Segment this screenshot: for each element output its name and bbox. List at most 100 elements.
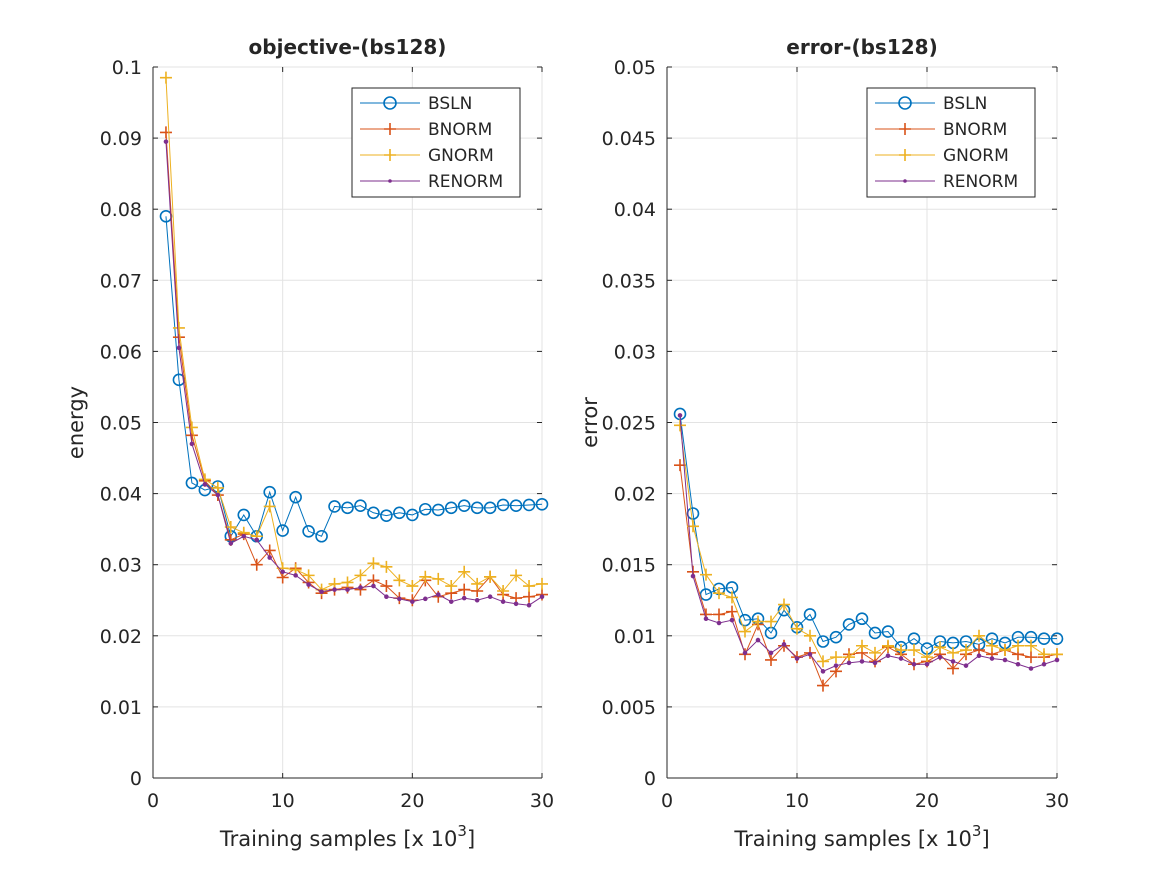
y-tick-label: 0.06	[100, 341, 142, 363]
data-point-bsln	[380, 509, 393, 522]
data-point-bsln	[699, 588, 713, 601]
data-point-gnorm	[778, 598, 790, 611]
x-axis-label-close: ]	[981, 827, 989, 851]
y-tick-label: 0.03	[614, 341, 656, 363]
data-point-renorm	[487, 594, 493, 599]
data-point-bsln	[1037, 632, 1051, 645]
data-point-renorm	[677, 413, 683, 418]
series-renorm	[163, 139, 545, 608]
legend-marker-renorm	[388, 179, 392, 183]
x-tick-label: 10	[271, 790, 295, 812]
y-tick-label: 0.01	[100, 697, 142, 719]
series-line-gnorm	[165, 77, 543, 592]
data-point-renorm	[176, 345, 182, 351]
data-point-renorm	[781, 642, 787, 647]
data-point-renorm	[228, 541, 234, 546]
legend-label-bnorm: BNORM	[943, 120, 1007, 140]
data-point-bsln	[842, 618, 856, 631]
data-point-renorm	[267, 555, 273, 560]
data-point-bsln	[829, 630, 843, 644]
legend-marker-bnorm	[384, 123, 396, 135]
data-point-renorm	[202, 482, 208, 487]
chart-title: objective-(bs128)	[249, 35, 447, 59]
data-point-bnorm	[817, 679, 829, 692]
data-point-bsln	[855, 612, 869, 626]
data-point-gnorm	[986, 639, 998, 652]
data-point-renorm	[976, 653, 982, 659]
data-point-renorm	[1002, 657, 1008, 663]
data-point-gnorm	[380, 560, 393, 573]
data-point-bsln	[522, 498, 536, 512]
data-point-bsln	[406, 508, 419, 522]
data-point-bnorm	[380, 580, 393, 593]
x-tick-label: 0	[661, 790, 673, 812]
data-point-renorm	[461, 595, 467, 601]
data-point-renorm	[526, 602, 532, 608]
data-point-bnorm	[713, 608, 725, 621]
data-point-gnorm	[341, 576, 354, 589]
data-point-renorm	[306, 582, 311, 587]
y-tick-label: 0.1	[112, 57, 142, 79]
data-point-bsln	[803, 608, 817, 621]
data-point-gnorm	[172, 321, 185, 334]
x-tick-label: 30	[1045, 790, 1069, 812]
data-point-gnorm	[830, 651, 842, 664]
x-axis-label-text: Training samples [x 10	[219, 827, 458, 851]
data-point-gnorm	[354, 569, 367, 582]
data-point-bnorm	[726, 605, 738, 618]
data-point-renorm	[989, 656, 995, 661]
data-point-bsln	[237, 508, 251, 522]
data-point-renorm	[807, 651, 813, 657]
legend: BSLN BNORM GNORM RENORM	[351, 87, 521, 198]
data-point-gnorm	[973, 629, 985, 642]
data-point-gnorm	[791, 622, 803, 635]
data-point-bsln	[315, 529, 328, 543]
legend-label-bnorm: BNORM	[428, 120, 492, 140]
data-point-gnorm	[458, 565, 471, 578]
data-point-bsln	[470, 501, 484, 515]
data-point-renorm	[885, 653, 891, 659]
legend-label-renorm: RENORM	[428, 172, 503, 192]
data-point-renorm	[898, 656, 904, 661]
legend-marker-bnorm	[899, 123, 911, 135]
data-point-gnorm	[211, 481, 224, 494]
data-point-renorm	[768, 650, 774, 656]
data-point-gnorm	[752, 615, 764, 628]
data-point-bsln	[868, 626, 882, 640]
data-point-renorm	[794, 656, 800, 661]
data-point-gnorm	[419, 570, 432, 583]
data-point-gnorm	[536, 577, 548, 590]
data-point-gnorm	[869, 646, 881, 659]
data-point-gnorm	[921, 651, 933, 664]
data-point-gnorm	[263, 500, 276, 513]
data-point-gnorm	[1025, 639, 1037, 652]
data-point-renorm	[423, 596, 428, 602]
legend-label-bsln: BSLN	[428, 94, 472, 114]
x-tick-label: 20	[400, 790, 424, 812]
data-point-gnorm	[947, 646, 959, 659]
y-tick-label: 0.05	[100, 413, 142, 435]
data-point-renorm	[293, 573, 298, 578]
data-point-renorm	[539, 594, 545, 599]
data-point-bnorm	[263, 544, 276, 557]
data-point-bnorm	[1025, 651, 1037, 664]
y-tick-label: 0.025	[602, 413, 656, 435]
data-point-gnorm	[471, 577, 484, 590]
y-tick-label: 0.045	[602, 128, 656, 150]
data-point-renorm	[215, 492, 221, 498]
data-point-bsln	[302, 524, 315, 538]
x-axis-label: Training samples [x 103]	[219, 822, 475, 851]
data-point-bsln	[289, 490, 302, 504]
data-point-renorm	[410, 599, 415, 604]
data-point-bsln	[457, 499, 471, 512]
legend-box	[866, 87, 1036, 198]
data-point-gnorm	[432, 572, 445, 585]
y-tick-label: 0.08	[100, 199, 142, 221]
data-point-renorm	[241, 533, 247, 539]
data-point-renorm	[937, 654, 943, 660]
data-point-gnorm	[445, 580, 458, 593]
x-tick-label: 30	[530, 790, 554, 812]
legend: BSLN BNORM GNORM RENORM	[866, 87, 1036, 198]
data-point-gnorm	[497, 585, 510, 598]
legend-marker-bsln	[383, 96, 397, 110]
